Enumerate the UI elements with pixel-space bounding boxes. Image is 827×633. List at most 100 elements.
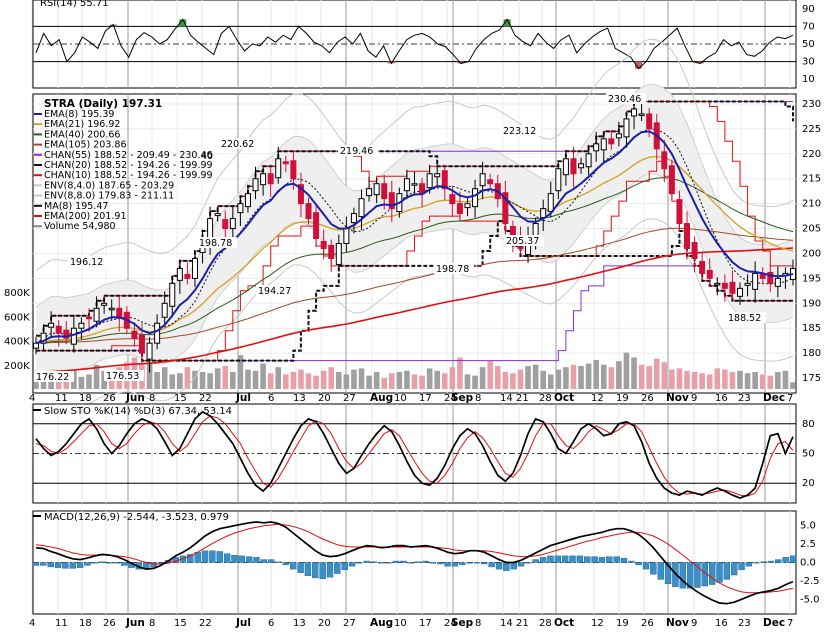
candle-body bbox=[578, 163, 585, 169]
candle-body bbox=[646, 113, 653, 130]
volume-bar bbox=[525, 365, 531, 389]
x-tick-label: 18 bbox=[79, 618, 92, 629]
candle-body bbox=[426, 173, 433, 189]
macd-histogram-bar bbox=[253, 557, 260, 563]
price-legend-item: EMA(200) 201.91 bbox=[44, 211, 127, 222]
candle-body bbox=[366, 188, 373, 197]
price-annotation-bg bbox=[68, 256, 108, 267]
x-tick-label: 19 bbox=[616, 618, 629, 629]
macd-histogram-bar bbox=[312, 562, 319, 579]
candle-body bbox=[487, 179, 494, 185]
candle-body bbox=[229, 218, 236, 230]
volume-bar bbox=[93, 364, 100, 389]
candle-body bbox=[684, 223, 691, 249]
volume-bar bbox=[585, 363, 592, 389]
price-annotation-bg bbox=[504, 235, 544, 246]
candle-body bbox=[774, 277, 781, 287]
candle-body bbox=[403, 178, 410, 192]
volume-tick: 400K bbox=[4, 337, 30, 348]
x-tick-label: 7 bbox=[787, 618, 793, 629]
volume-bar bbox=[457, 357, 463, 389]
x-tick-label: 17 bbox=[419, 618, 432, 629]
volume-bar bbox=[661, 362, 668, 389]
macd-histogram-bar bbox=[437, 562, 444, 565]
price-annotation: 198.78 bbox=[436, 264, 469, 275]
candle-body bbox=[570, 158, 577, 175]
candle-body bbox=[752, 272, 759, 290]
chan20-upper bbox=[36, 100, 794, 337]
volume-bar bbox=[267, 373, 274, 389]
macd-panel: 5.0 2.5 0.0 -2.5 -5.0 bbox=[31, 510, 820, 615]
volume-bar bbox=[555, 369, 562, 389]
macd-histogram-bar bbox=[591, 556, 598, 563]
macd-tick: -2.5 bbox=[800, 576, 820, 587]
macd-histogram-bar bbox=[187, 554, 194, 563]
candle-body bbox=[737, 287, 744, 297]
volume-bar bbox=[320, 370, 327, 389]
candle-body bbox=[101, 302, 108, 306]
price-annotation: 194.27 bbox=[258, 286, 291, 297]
volume-bar bbox=[230, 372, 236, 389]
macd-histogram-bar bbox=[782, 557, 789, 563]
candle-body bbox=[93, 307, 100, 322]
rsi-tick-50: 50 bbox=[802, 39, 815, 50]
volume-bar bbox=[570, 364, 577, 389]
envelope-8-lower bbox=[35, 218, 794, 417]
macd-tick: -5.0 bbox=[800, 594, 820, 605]
candle-body bbox=[593, 143, 600, 152]
candle-body bbox=[85, 316, 92, 320]
candle-body bbox=[191, 257, 198, 279]
legend-swatch bbox=[34, 164, 42, 166]
volume-bar bbox=[449, 367, 456, 389]
x-tick-label: 15 bbox=[174, 393, 187, 404]
candle-body bbox=[290, 160, 297, 180]
ema105-line bbox=[35, 227, 794, 344]
volume-bar bbox=[510, 373, 516, 389]
macd-histogram-bar bbox=[297, 562, 304, 574]
x-tick-label: 26 bbox=[641, 393, 654, 404]
price-tick-185: 185 bbox=[802, 323, 821, 334]
candle-body bbox=[479, 173, 486, 187]
volume-bar bbox=[419, 375, 425, 389]
candle-body bbox=[638, 113, 645, 116]
candle-body bbox=[131, 330, 138, 339]
macd-histogram-bar bbox=[319, 562, 326, 579]
price-tick-190: 190 bbox=[802, 298, 821, 309]
candle-body bbox=[411, 183, 418, 186]
ema40-line bbox=[35, 177, 794, 344]
volume-bar bbox=[790, 382, 796, 389]
volume-bar bbox=[388, 373, 395, 389]
candle-body bbox=[78, 322, 85, 329]
x-tick-label: 28 bbox=[539, 618, 552, 629]
macd-histogram-bar bbox=[576, 555, 584, 563]
candle-body bbox=[388, 192, 395, 210]
candle-body bbox=[456, 203, 463, 215]
macd-histogram-bar bbox=[473, 562, 481, 564]
macd-histogram-bar bbox=[606, 556, 613, 563]
volume-bar bbox=[631, 357, 637, 389]
candle-body bbox=[358, 198, 365, 218]
macd-histogram-bar bbox=[716, 562, 723, 583]
candle-body bbox=[540, 208, 547, 219]
x-tick-label: Aug bbox=[370, 392, 393, 404]
x-tick-label: 8 bbox=[149, 393, 155, 404]
macd-histogram-bar bbox=[686, 562, 694, 589]
volume-bar bbox=[540, 370, 546, 389]
price-annotation-bg bbox=[501, 125, 541, 136]
macd-histogram-bar bbox=[267, 559, 275, 563]
volume-bar bbox=[434, 370, 441, 389]
price-annotation: 230.46 bbox=[608, 94, 641, 105]
macd-histogram-bar bbox=[385, 562, 392, 564]
macd-histogram-bar bbox=[334, 562, 341, 574]
volume-tick: 800K bbox=[4, 288, 30, 299]
candle-body bbox=[472, 188, 479, 208]
macd-histogram-bar bbox=[642, 562, 650, 570]
candle-body bbox=[585, 153, 592, 168]
macd-histogram-bar bbox=[738, 562, 745, 571]
sto-legend-swatch bbox=[33, 409, 41, 411]
macd-histogram-bar bbox=[620, 557, 628, 563]
macd-histogram-bar bbox=[47, 562, 54, 568]
volume-bar bbox=[313, 375, 319, 389]
price-annotation-bg bbox=[219, 138, 259, 149]
price-tick-180: 180 bbox=[802, 348, 821, 359]
